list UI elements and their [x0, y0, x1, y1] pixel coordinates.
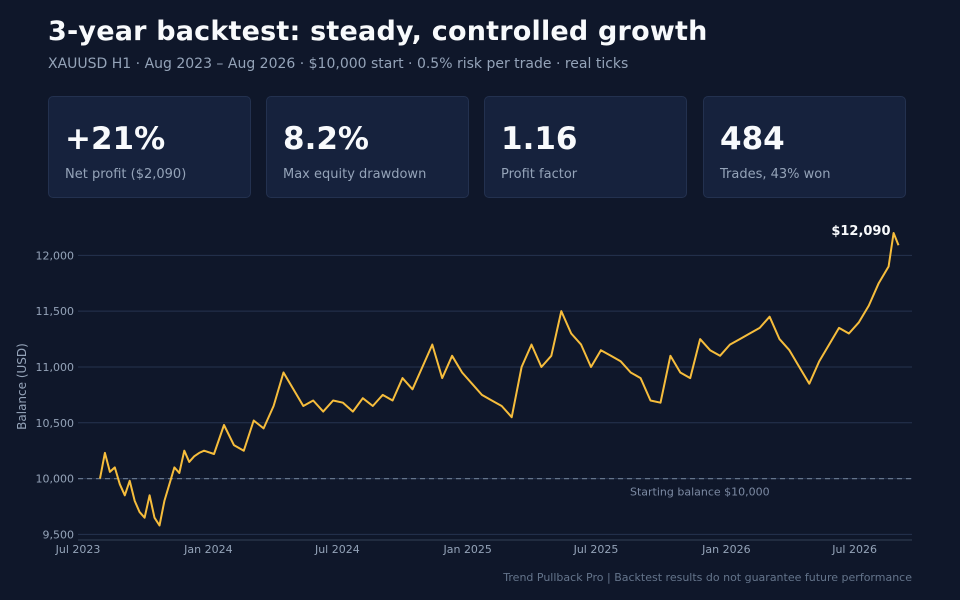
y-tick-label: 9,500 — [43, 528, 75, 541]
max-drawdown-label: Max equity drawdown — [283, 167, 427, 182]
net-profit-card: +21% Net profit ($2,090) — [48, 96, 251, 198]
trades-card: 484 Trades, 43% won — [703, 96, 906, 198]
max-drawdown-card: 8.2% Max equity drawdown — [266, 96, 469, 198]
x-tick-label: Jul 2023 — [55, 543, 101, 556]
y-tick-label: 12,000 — [36, 249, 75, 262]
page-subtitle: XAUUSD H1 · Aug 2023 – Aug 2026 · $10,00… — [48, 56, 629, 72]
x-tick-label: Jul 2025 — [573, 543, 619, 556]
y-tick-label: 10,500 — [36, 417, 75, 430]
final-balance-label: $12,090 — [831, 224, 890, 239]
y-tick-label: 10,000 — [36, 473, 75, 486]
page-title: 3-year backtest: steady, controlled grow… — [48, 16, 708, 47]
stats-cards: +21% Net profit ($2,090) 8.2% Max equity… — [48, 96, 906, 198]
net-profit-label: Net profit ($2,090) — [65, 167, 187, 182]
balance-line — [99, 232, 900, 527]
y-axis-title: Balance (USD) — [15, 343, 29, 430]
x-tick-label: Jul 2026 — [831, 543, 877, 556]
x-tick-label: Jan 2024 — [183, 543, 232, 556]
trades-label: Trades, 43% won — [720, 167, 831, 182]
x-tick-label: Jul 2024 — [314, 543, 360, 556]
starting-balance-label: Starting balance $10,000 — [630, 486, 770, 499]
x-tick-label: Jan 2026 — [701, 543, 750, 556]
y-tick-label: 11,500 — [36, 305, 75, 318]
net-profit-value: +21% — [65, 121, 166, 157]
profit-factor-value: 1.16 — [501, 121, 578, 157]
profit-factor-label: Profit factor — [501, 167, 578, 182]
footer-disclaimer: Trend Pullback Pro | Backtest results do… — [503, 571, 912, 584]
x-tick-label: Jan 2025 — [442, 543, 491, 556]
trades-value: 484 — [720, 121, 785, 157]
profit-factor-card: 1.16 Profit factor — [484, 96, 687, 198]
y-tick-label: 11,000 — [36, 361, 75, 374]
max-drawdown-value: 8.2% — [283, 121, 369, 157]
